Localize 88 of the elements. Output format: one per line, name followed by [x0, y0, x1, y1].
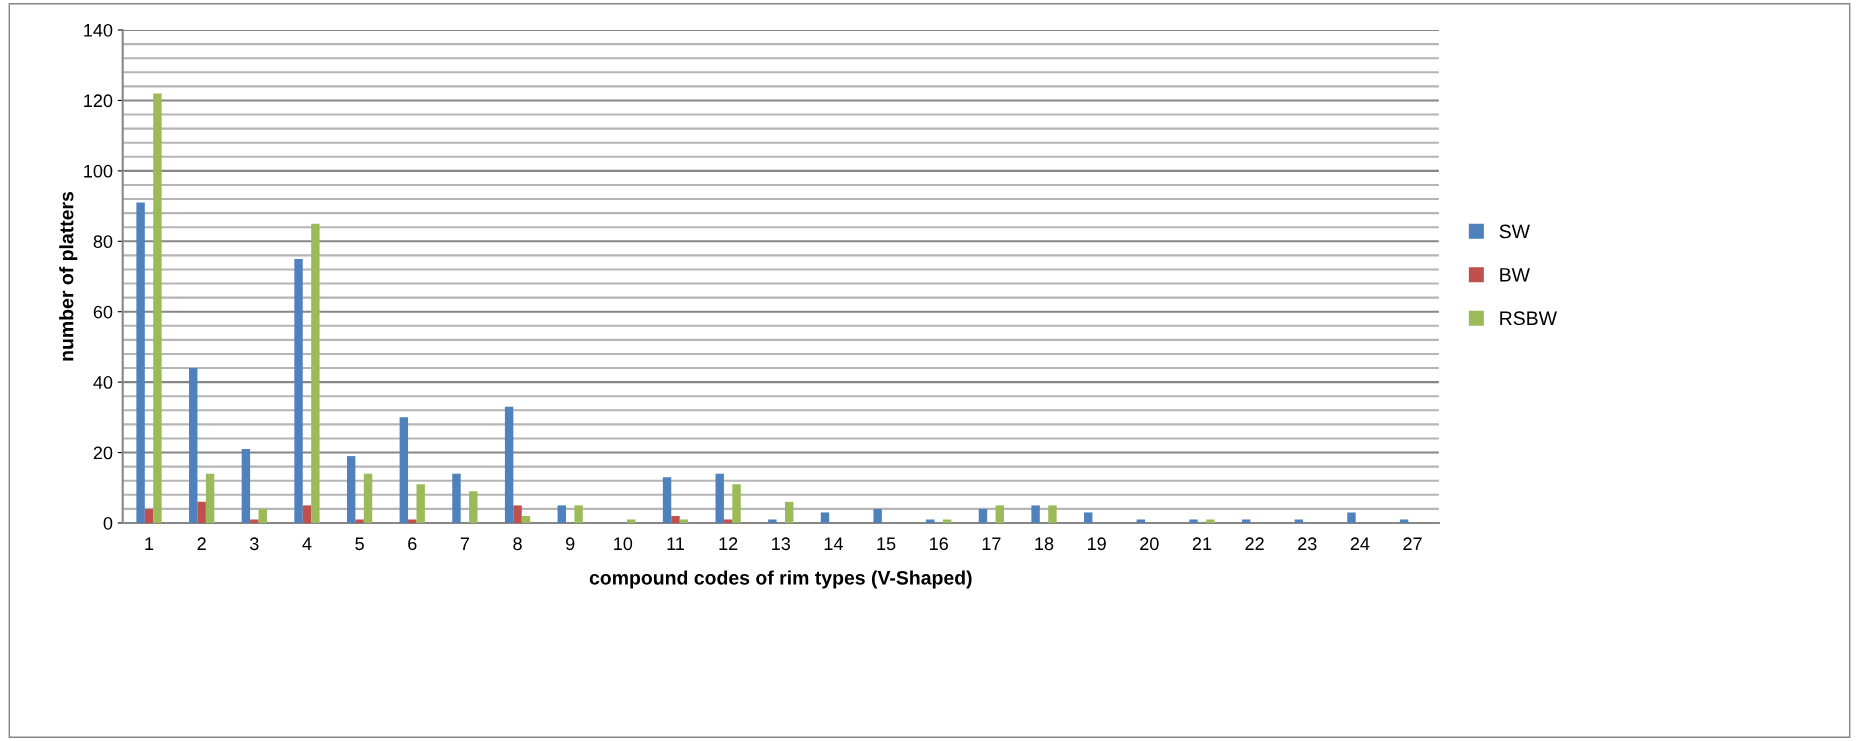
bar [1031, 505, 1040, 523]
x-tick-label: 10 [614, 537, 633, 551]
bar [363, 473, 373, 523]
x-tick-label: 24 [1350, 537, 1370, 550]
bar [346, 456, 356, 523]
bar [1084, 512, 1093, 523]
bar [784, 501, 794, 523]
y-axis-title: number of platters [59, 191, 78, 361]
legend-label: RSBW [1500, 311, 1557, 326]
bar [679, 519, 689, 523]
bar [205, 473, 215, 523]
x-tick-label: 19 [1088, 537, 1106, 551]
x-tick-label: 9 [566, 537, 575, 551]
y-tick-label: 60 [93, 305, 113, 319]
y-tick-label: 100 [84, 164, 113, 178]
x-tick-label: 12 [719, 537, 738, 550]
y-tick-label: 40 [93, 376, 113, 389]
x-axis-title: compound codes of rim types (V-Shaped) [589, 570, 972, 589]
x-tick-label: 5 [355, 537, 364, 551]
bar [258, 508, 267, 523]
bar [942, 519, 952, 523]
bar [452, 473, 461, 523]
bar [513, 505, 522, 523]
bar [627, 519, 636, 523]
bar [521, 515, 531, 523]
bar [557, 505, 566, 523]
y-tick-label: 0 [103, 516, 113, 530]
y-tick-label: 120 [84, 94, 113, 108]
bar [250, 519, 259, 523]
x-tick-label: 3 [249, 537, 259, 551]
bar [1294, 519, 1304, 523]
bar [820, 512, 830, 523]
bar [241, 449, 251, 523]
x-tick-label: 21 [1192, 537, 1212, 550]
bar [144, 508, 154, 523]
bar [153, 93, 162, 523]
bar [732, 484, 741, 523]
x-tick-label: 11 [667, 537, 684, 550]
y-tick-label: 80 [93, 235, 113, 249]
x-tick-label: 23 [1298, 537, 1317, 551]
bar [136, 202, 145, 523]
bar [662, 477, 672, 523]
x-tick-label: 17 [982, 537, 1001, 550]
bar [978, 508, 988, 523]
x-tick-label: 2 [197, 537, 206, 550]
bar [504, 406, 514, 523]
legend-label: SW [1499, 224, 1530, 239]
x-tick-label: 4 [302, 537, 312, 550]
bar [873, 508, 882, 523]
bar [1048, 505, 1057, 523]
bar [723, 519, 733, 523]
bar [294, 258, 303, 523]
x-tick-label: 27 [1403, 537, 1422, 550]
bar [408, 519, 417, 523]
bar [311, 223, 320, 523]
bar [926, 519, 935, 523]
bar [1347, 512, 1356, 523]
bar [416, 484, 425, 523]
bar [302, 505, 312, 523]
x-tick-label: 15 [877, 537, 896, 551]
x-tick-label: 13 [772, 537, 791, 551]
bar [1136, 519, 1146, 523]
y-tick-label: 140 [84, 23, 113, 37]
x-tick-label: 22 [1245, 537, 1264, 550]
x-tick-label: 14 [824, 537, 843, 550]
y-tick-label: 20 [93, 446, 113, 460]
legend-label: BW [1500, 268, 1530, 282]
bar [197, 501, 206, 523]
bar [189, 368, 198, 523]
bar [469, 491, 478, 523]
bar [355, 519, 364, 523]
x-tick-label: 20 [1140, 537, 1159, 551]
bar [715, 473, 724, 523]
bar [671, 515, 680, 523]
bar [995, 505, 1004, 523]
x-tick-label: 16 [930, 537, 948, 551]
x-tick-label: 8 [513, 537, 522, 551]
bar [1206, 519, 1215, 523]
x-tick-label: 18 [1035, 537, 1054, 551]
bar [1189, 519, 1198, 523]
bar [1399, 519, 1409, 523]
x-tick-label: 1 [145, 537, 154, 550]
bar [574, 505, 583, 523]
x-tick-label: 7 [460, 537, 470, 550]
bar [399, 417, 409, 523]
x-tick-label: 6 [408, 537, 417, 551]
bar [1241, 519, 1251, 523]
bar [768, 519, 777, 523]
